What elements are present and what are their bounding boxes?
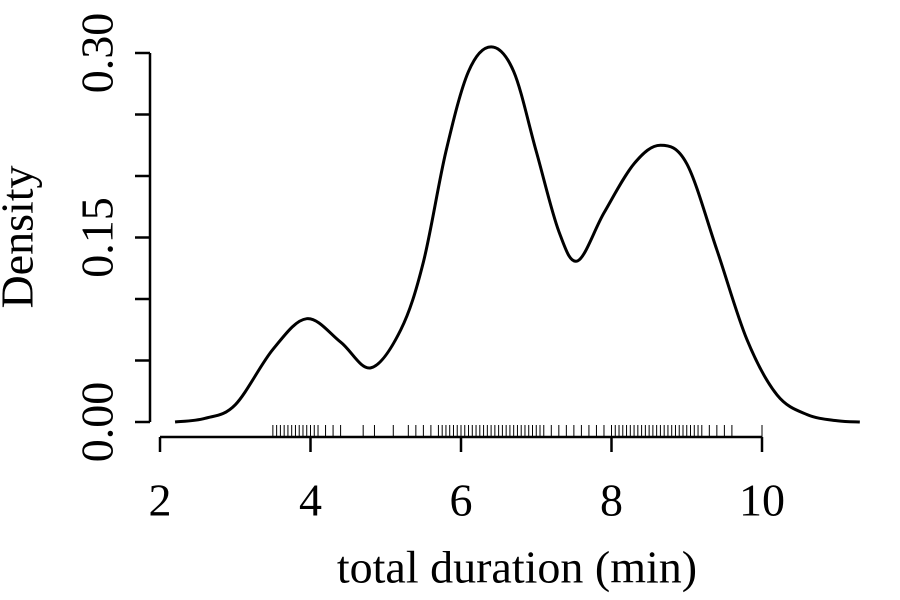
y-tick-label: 0.15 — [72, 197, 123, 278]
x-tick-label: 4 — [299, 475, 322, 526]
x-tick-label: 2 — [149, 475, 172, 526]
x-axis-label: total duration (min) — [337, 542, 697, 593]
y-axis-label: Density — [0, 165, 43, 308]
y-tick-label: 0.30 — [72, 13, 123, 94]
x-tick-label: 10 — [739, 475, 785, 526]
y-tick-label: 0.00 — [72, 382, 123, 463]
density-line — [174, 45, 860, 424]
x-tick-label: 6 — [450, 475, 473, 526]
x-tick-label: 8 — [600, 475, 623, 526]
